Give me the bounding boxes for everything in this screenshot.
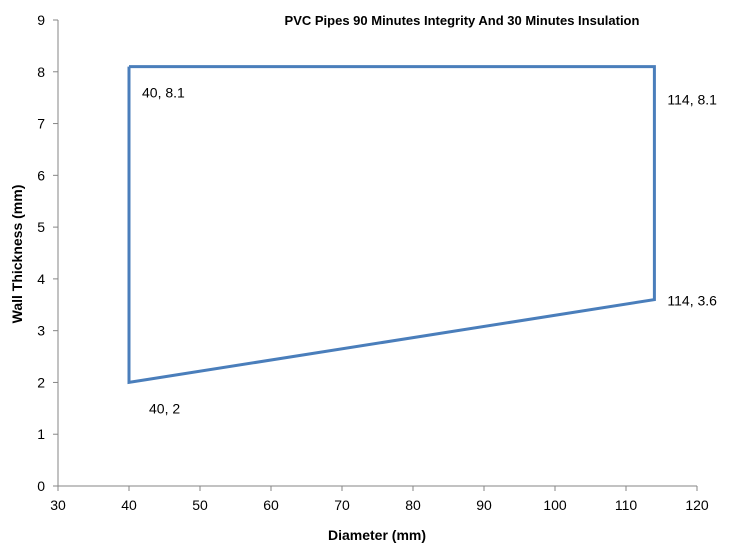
x-tick-label: 70	[334, 497, 350, 513]
chart-title: PVC Pipes 90 Minutes Integrity And 30 Mi…	[285, 13, 640, 28]
data-labels: 40, 8.1 114, 8.1 114, 3.6 40, 2	[142, 85, 717, 417]
x-tick-label: 60	[263, 497, 279, 513]
x-tick-label: 90	[476, 497, 492, 513]
y-axis: 0 1 2 3 4 5 6 7 8 9	[37, 12, 59, 494]
y-tick-label: 9	[37, 12, 45, 28]
data-label: 40, 2	[149, 400, 180, 416]
y-tick-label: 0	[37, 478, 45, 494]
y-tick-label: 5	[37, 219, 45, 235]
x-tick-label: 100	[543, 497, 567, 513]
x-tick-label: 50	[192, 497, 208, 513]
y-tick-label: 4	[37, 271, 45, 287]
data-label: 40, 8.1	[142, 85, 185, 101]
x-tick-label: 120	[685, 497, 709, 513]
x-axis-title: Diameter (mm)	[328, 527, 426, 543]
series-line	[127, 65, 656, 385]
x-tick-label: 110	[615, 497, 638, 513]
y-tick-label: 3	[37, 323, 45, 339]
plot-area	[127, 65, 656, 385]
x-tick-label: 80	[405, 497, 421, 513]
data-label: 114, 3.6	[667, 293, 717, 309]
y-tick-label: 2	[37, 374, 45, 390]
y-tick-label: 7	[37, 116, 45, 132]
y-tick-label: 8	[37, 64, 45, 80]
data-label: 114, 8.1	[667, 92, 717, 108]
x-axis: 30 40 50 60 70 80 90 100 110 120	[50, 485, 709, 513]
x-tick-label: 30	[50, 497, 66, 513]
y-axis-title: Wall Thickness (mm)	[9, 185, 25, 324]
x-tick-label: 40	[121, 497, 137, 513]
y-tick-label: 6	[37, 167, 45, 183]
y-tick-label: 1	[37, 426, 45, 442]
